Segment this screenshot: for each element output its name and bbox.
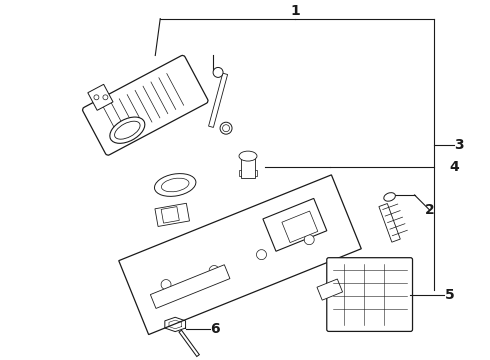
Text: 5: 5 [444, 288, 454, 302]
Ellipse shape [154, 174, 196, 196]
Ellipse shape [103, 95, 108, 100]
Bar [155, 203, 190, 226]
Ellipse shape [115, 121, 140, 139]
Bar [241, 156, 255, 178]
Ellipse shape [94, 95, 99, 100]
Text: 2: 2 [425, 203, 434, 217]
Ellipse shape [304, 235, 314, 245]
Bar [379, 203, 400, 242]
FancyBboxPatch shape [327, 258, 413, 332]
Ellipse shape [220, 122, 232, 134]
Text: 6: 6 [210, 323, 220, 337]
Ellipse shape [209, 266, 219, 275]
Ellipse shape [161, 280, 171, 289]
Bar [88, 84, 113, 110]
FancyBboxPatch shape [82, 55, 208, 155]
Bar [209, 73, 227, 127]
Text: 4: 4 [449, 160, 459, 174]
Text: 3: 3 [455, 138, 464, 152]
Ellipse shape [256, 249, 267, 260]
Bar [263, 198, 327, 251]
Bar [282, 211, 318, 243]
Ellipse shape [110, 117, 145, 143]
Bar [239, 170, 257, 176]
Ellipse shape [161, 178, 189, 192]
Bar [119, 175, 361, 334]
Bar [161, 207, 179, 223]
Bar [317, 279, 343, 300]
Ellipse shape [384, 193, 395, 201]
Ellipse shape [213, 67, 223, 77]
Bar [150, 265, 230, 309]
Ellipse shape [239, 151, 257, 161]
Ellipse shape [222, 125, 229, 132]
Text: 1: 1 [290, 4, 300, 18]
